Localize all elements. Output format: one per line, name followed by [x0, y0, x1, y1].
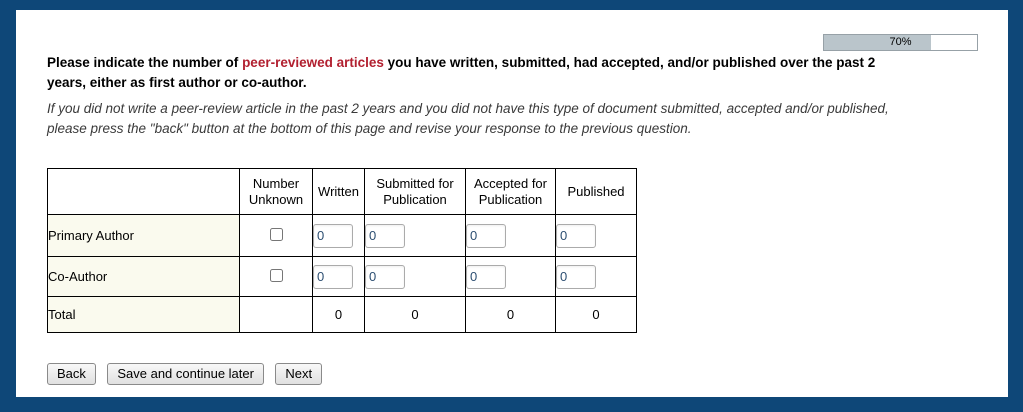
total-accepted-value: 0 [465, 296, 556, 333]
coauthor-submitted-input[interactable] [365, 264, 405, 289]
coauthor-accepted-input[interactable] [466, 264, 506, 289]
table-header-row: Number Unknown Written Submitted for Pub… [47, 168, 637, 215]
save-and-continue-button[interactable]: Save and continue later [107, 363, 264, 385]
primary-submitted-input[interactable] [365, 223, 405, 248]
progress-bar: 70% [823, 34, 978, 51]
header-number-unknown: Number Unknown [239, 168, 313, 215]
coauthor-number-unknown-checkbox[interactable] [269, 268, 283, 282]
question-before: Please indicate the number of [47, 55, 243, 70]
question-line-2: years, either as first author or co-auth… [47, 75, 307, 90]
row-label-total: Total [47, 296, 240, 333]
instruction-line-2: please press the "back" button at the bo… [47, 121, 692, 136]
progress-label: 70% [889, 36, 912, 48]
table-row-total: Total 0 0 0 0 [47, 296, 637, 333]
question-after: you have written, submitted, had accepte… [383, 55, 876, 70]
total-unknown-cell [239, 296, 313, 333]
content-area: 70% Please indicate the number of peer-r… [16, 10, 1008, 397]
header-written: Written [312, 168, 365, 215]
instruction-text: If you did not write a peer-review artic… [47, 99, 1008, 139]
articles-table: Number Unknown Written Submitted for Pub… [47, 168, 637, 333]
primary-published-input[interactable] [556, 223, 596, 248]
total-written-value: 0 [312, 296, 365, 333]
primary-number-unknown-checkbox[interactable] [269, 227, 283, 241]
header-published: Published [555, 168, 637, 215]
question-line-1: Please indicate the number of peer-revie… [47, 53, 1008, 73]
primary-written-input[interactable] [313, 223, 353, 248]
question-text: Please indicate the number of peer-revie… [47, 53, 1008, 93]
header-accepted: Accepted for Publication [465, 168, 556, 215]
row-label-co-author: Co-Author [47, 256, 240, 297]
header-submitted: Submitted for Publication [364, 168, 466, 215]
row-label-primary-author: Primary Author [47, 214, 240, 257]
header-blank [47, 168, 240, 215]
primary-accepted-input[interactable] [466, 223, 506, 248]
table-row-co-author: Co-Author [47, 256, 637, 297]
button-bar: Back Save and continue later Next [47, 363, 1008, 385]
table-row-primary-author: Primary Author [47, 214, 637, 257]
total-submitted-value: 0 [364, 296, 466, 333]
progress-bar-fill [824, 35, 932, 50]
coauthor-written-input[interactable] [313, 264, 353, 289]
back-button[interactable]: Back [47, 363, 96, 385]
next-button[interactable]: Next [275, 363, 323, 385]
total-published-value: 0 [555, 296, 637, 333]
question-highlight: peer-reviewed articles [242, 55, 384, 70]
coauthor-published-input[interactable] [556, 264, 596, 289]
instruction-line-1: If you did not write a peer-review artic… [47, 101, 889, 116]
